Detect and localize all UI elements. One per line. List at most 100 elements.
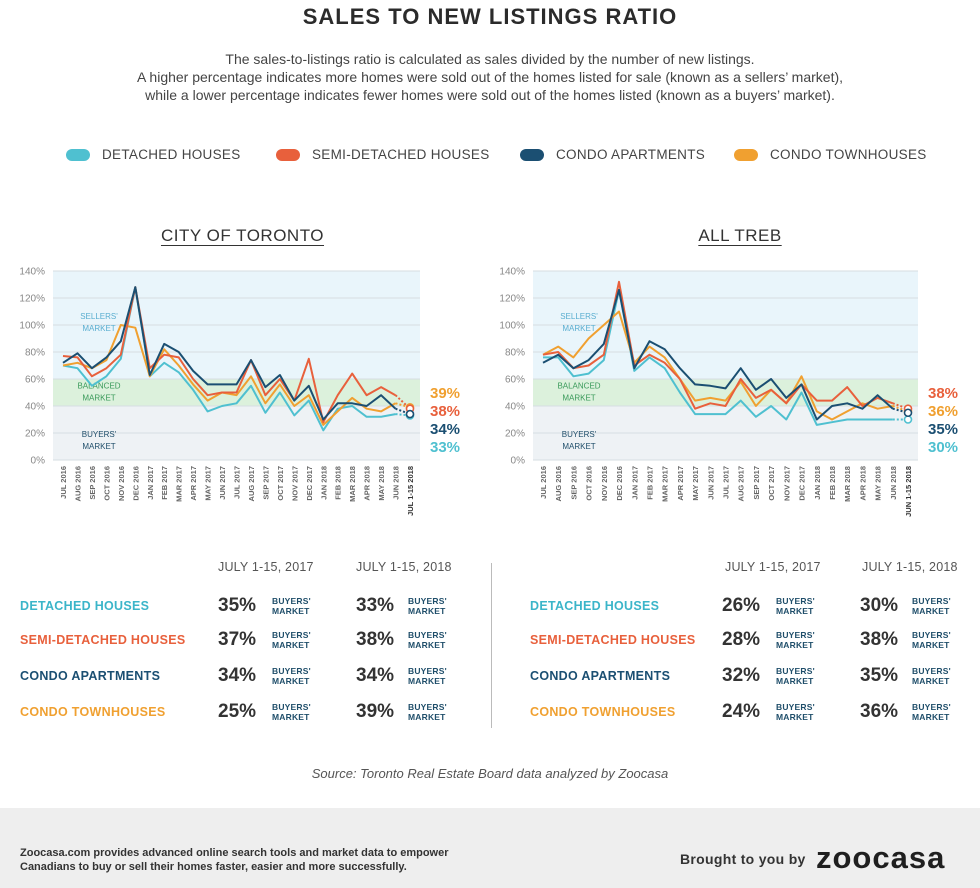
x-tick-label: NOV 2017 <box>782 466 791 501</box>
x-tick-label: APR 2017 <box>676 466 685 501</box>
market-line-1: BUYERS' <box>912 702 951 712</box>
row-label-semi-detached-houses: SEMI-DETACHED HOUSES <box>530 633 696 647</box>
brought-to-you-label: Brought to you by <box>680 851 806 867</box>
x-tick-label: JUN 2018 <box>889 466 898 500</box>
end-label-condo-apartments: 35% <box>928 421 958 438</box>
x-tick-label: JUL 2017 <box>233 466 242 499</box>
row-label-condo-townhouses: CONDO TOWNHOUSES <box>530 705 676 719</box>
y-tick-label: 80% <box>25 348 45 359</box>
market-line-1: BUYERS' <box>776 630 815 640</box>
y-tick-label: 80% <box>505 348 525 359</box>
x-tick-label: AUG 2016 <box>73 466 82 501</box>
value-2017-semi-detached-houses: 37% <box>218 629 257 650</box>
sellers-market-label-1: SELLERS' <box>560 312 598 321</box>
market-line-1: BUYERS' <box>408 702 447 712</box>
x-tick-label: FEB 2017 <box>645 466 654 500</box>
legend-label-detached: DETACHED HOUSES <box>102 147 241 162</box>
y-tick-label: 40% <box>505 402 525 413</box>
series-line-semi-detached-houses <box>62 286 396 424</box>
x-tick-label: FEB 2017 <box>160 466 169 500</box>
market-2017-semi-detached-houses: BUYERS' MARKET <box>272 630 311 650</box>
legend-item-condo-townhouses: CONDO TOWNHOUSES <box>734 147 927 162</box>
market-line-1: BUYERS' <box>912 630 951 640</box>
x-tick-label: DEC 2016 <box>615 466 624 501</box>
legend-swatch-semi-detached <box>276 148 300 161</box>
market-2017-detached-houses: BUYERS' MARKET <box>776 596 815 616</box>
legend-label-semi-detached: SEMI-DETACHED HOUSES <box>312 147 490 162</box>
table-divider <box>491 563 492 728</box>
row-label-condo-apartments: CONDO APARTMENTS <box>530 669 671 683</box>
balanced-market-label-1: BALANCED <box>77 382 120 391</box>
x-tick-label: MAR 2017 <box>661 466 670 502</box>
x-tick-label: OCT 2017 <box>276 466 285 501</box>
buyers-market-label-1: BUYERS' <box>562 430 597 439</box>
x-tick-label: JAN 2017 <box>630 466 639 500</box>
x-tick-label: APR 2017 <box>189 466 198 501</box>
x-tick-label: JUL 2016 <box>539 466 548 499</box>
market-line-2: MARKET <box>408 676 446 686</box>
market-line-1: BUYERS' <box>912 666 951 676</box>
source-note: Source: Toronto Real Estate Board data a… <box>311 766 669 781</box>
x-tick-label: NOV 2017 <box>290 466 299 501</box>
market-line-2: MARKET <box>272 606 310 616</box>
market-2018-condo-apartments: BUYERS' MARKET <box>408 666 447 686</box>
footer-line-1: Zoocasa.com provides advanced online sea… <box>20 847 449 859</box>
x-tick-label: OCT 2016 <box>102 466 111 501</box>
x-tick-label: SEP 2017 <box>261 466 270 500</box>
market-line-1: BUYERS' <box>408 630 447 640</box>
intro-text: The sales-to-listings ratio is calculate… <box>40 50 940 104</box>
table-treb-col-2018: JULY 1-15, 2018 <box>862 560 958 574</box>
market-line-1: BUYERS' <box>272 666 311 676</box>
intro-line-2: A higher percentage indicates more homes… <box>136 69 844 85</box>
x-tick-label: MAR 2017 <box>175 466 184 502</box>
series-line-semi-detached-houses <box>542 280 894 410</box>
value-2017-condo-townhouses: 24% <box>722 701 761 722</box>
footer <box>0 808 980 888</box>
market-line-2: MARKET <box>272 640 310 650</box>
x-tick-label: AUG 2017 <box>247 466 256 501</box>
y-tick-label: 0% <box>511 456 526 467</box>
market-line-2: MARKET <box>912 712 950 722</box>
market-line-2: MARKET <box>776 676 814 686</box>
series-endpoint-condo-apartments <box>903 408 913 418</box>
chart-title-toronto: CITY OF TORONTO <box>160 226 325 245</box>
market-line-2: MARKET <box>776 712 814 722</box>
legend: DETACHED HOUSES SEMI-DETACHED HOUSES CON… <box>0 147 980 167</box>
series-line-condo-apartments <box>542 288 894 421</box>
market-line-2: MARKET <box>912 676 950 686</box>
balanced-market-label-2: MARKET <box>562 394 595 403</box>
legend-swatch-detached <box>66 148 90 161</box>
value-2018-condo-townhouses: 36% <box>860 701 899 722</box>
end-label-detached-houses: 30% <box>928 439 958 456</box>
value-2018-condo-townhouses: 39% <box>356 701 395 722</box>
x-tick-label: MAY 2018 <box>377 466 386 501</box>
balanced-market-label-2: MARKET <box>82 394 115 403</box>
x-tick-label: MAR 2018 <box>843 466 852 502</box>
series-line-condo-apartments <box>62 286 397 421</box>
intro-line-1: The sales-to-listings ratio is calculate… <box>225 51 755 67</box>
market-line-2: MARKET <box>408 712 446 722</box>
x-tick-label: FEB 2018 <box>828 466 837 500</box>
market-line-1: BUYERS' <box>776 596 815 606</box>
end-label-semi-detached-houses: 38% <box>430 403 460 420</box>
page-title: SALES TO NEW LISTINGS RATIO <box>302 4 678 29</box>
x-tick-label: AUG 2016 <box>554 466 563 501</box>
market-2017-condo-townhouses: BUYERS' MARKET <box>272 702 311 722</box>
sellers-market-label-2: MARKET <box>82 324 115 333</box>
end-label-semi-detached-houses: 38% <box>928 385 958 402</box>
row-label-condo-apartments: CONDO APARTMENTS <box>20 669 161 683</box>
value-2018-semi-detached-houses: 38% <box>860 629 899 650</box>
table-treb-col-2017: JULY 1-15, 2017 <box>725 560 821 574</box>
value-2017-detached-houses: 26% <box>722 595 761 616</box>
x-tick-label: SEP 2017 <box>752 466 761 500</box>
x-tick-label: JAN 2017 <box>146 466 155 500</box>
x-tick-label: JUL 1-15 2018 <box>406 466 415 516</box>
x-tick-label: APR 2018 <box>363 466 372 501</box>
value-2017-condo-apartments: 34% <box>218 665 257 686</box>
legend-item-condo-apartments: CONDO APARTMENTS <box>520 147 705 162</box>
series-line-condo-townhouses <box>62 324 396 426</box>
y-tick-label: 100% <box>499 321 525 332</box>
end-label-condo-apartments: 34% <box>430 421 460 438</box>
balanced-market-label-1: BALANCED <box>557 382 600 391</box>
market-line-2: MARKET <box>272 712 310 722</box>
